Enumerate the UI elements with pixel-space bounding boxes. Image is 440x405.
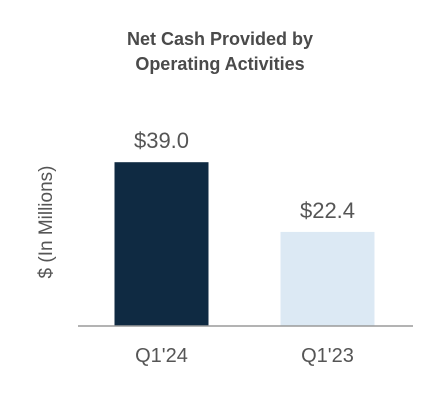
bar-q1-23 bbox=[280, 231, 375, 326]
labels-group: $39.0 Q1'24 $22.4 Q1'23 bbox=[134, 128, 355, 367]
chart-title-line-2: Operating Activities bbox=[135, 54, 304, 74]
data-label-q1-23: $22.4 bbox=[300, 198, 355, 223]
x-tick-label-q1-24: Q1'24 bbox=[135, 345, 188, 367]
x-tick-label-q1-23: Q1'23 bbox=[301, 345, 354, 367]
bar-q1-24 bbox=[114, 162, 209, 326]
bars-group bbox=[114, 162, 375, 326]
chart-title-line-1: Net Cash Provided by bbox=[127, 29, 313, 49]
data-label-q1-24: $39.0 bbox=[134, 128, 189, 153]
y-axis-label: $ (In Millions) bbox=[36, 166, 57, 279]
